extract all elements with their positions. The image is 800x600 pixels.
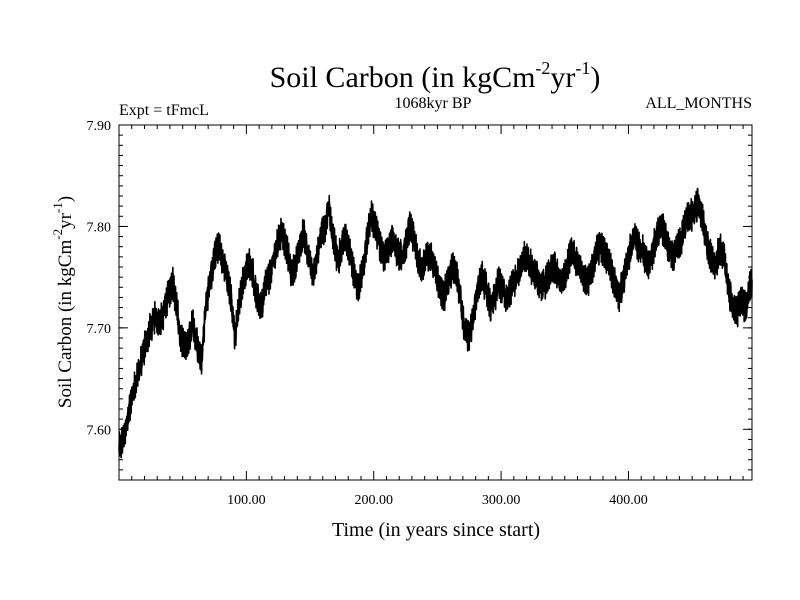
chart-title-main: Soil Carbon (in kgCm [270, 61, 536, 94]
y-tick-label: 7.70 [87, 322, 112, 337]
x-axis-title: Time (in years since start) [332, 519, 540, 541]
y-axis-title: Soil Carbon (in kgCm-2yr-1) [50, 196, 76, 408]
y-tick-label: 7.90 [87, 119, 112, 134]
x-tick-label: 200.00 [354, 493, 393, 508]
y-axis-title-sup2: -1 [50, 202, 65, 213]
y-axis-title-sup1: -2 [50, 229, 65, 240]
plot-frame [118, 124, 753, 481]
chart-title-sup1: -2 [535, 58, 550, 78]
y-tick-label: 7.60 [87, 423, 112, 438]
x-tick-label: 400.00 [609, 493, 648, 508]
y-axis-title-mid: yr [55, 212, 76, 229]
chart-title-sup2: -1 [575, 58, 590, 78]
series-line-soil-carbon [118, 187, 753, 459]
months-label: ALL_MONTHS [645, 95, 752, 112]
experiment-label: Expt = tFmcL [119, 102, 209, 119]
y-axis-ticks: 7.60 7.70 7.80 7.90 [87, 119, 752, 481]
chart-title-mid: yr [550, 61, 575, 94]
series-group [118, 187, 753, 459]
y-axis-title-main: Soil Carbon (in kgCm [55, 240, 76, 409]
chart-title-end: ) [590, 61, 600, 94]
y-tick-label: 7.80 [87, 220, 112, 235]
x-tick-label: 100.00 [227, 493, 266, 508]
y-axis-title-end: ) [55, 196, 76, 202]
x-axis-ticks: 100.00 200.00 300.00 400.00 [131, 125, 744, 508]
period-label: 1068kyr BP [395, 95, 472, 112]
x-tick-label: 300.00 [482, 493, 521, 508]
chart-title: Soil Carbon (in kgCm-2yr-1) [270, 58, 601, 94]
